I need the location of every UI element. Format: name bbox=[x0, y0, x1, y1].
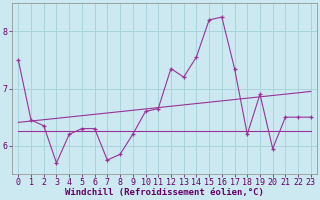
X-axis label: Windchill (Refroidissement éolien,°C): Windchill (Refroidissement éolien,°C) bbox=[65, 188, 264, 197]
